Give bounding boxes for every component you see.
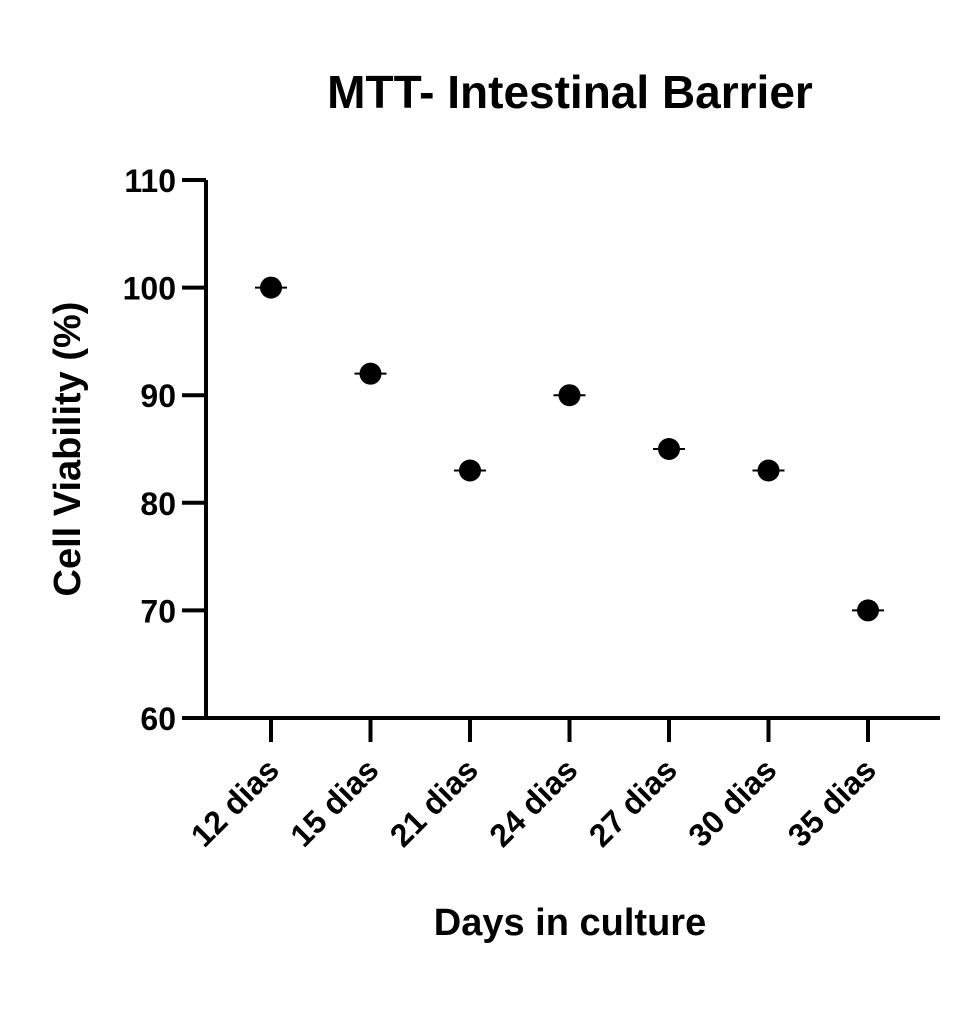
y-tick-label: 80 bbox=[140, 486, 176, 522]
x-tick-label: 35 dias bbox=[781, 751, 883, 853]
y-axis-label: Cell Viability (%) bbox=[47, 302, 89, 597]
x-tick-label: 24 dias bbox=[482, 751, 584, 853]
data-point bbox=[757, 459, 780, 482]
data-point bbox=[359, 362, 382, 385]
data-point bbox=[857, 599, 879, 622]
data-point bbox=[658, 438, 680, 460]
data-point bbox=[260, 276, 282, 299]
y-axis-ticks: 60 70 80 90 100 110 bbox=[123, 163, 206, 737]
data-point bbox=[558, 384, 581, 407]
y-axis: 60 70 80 90 100 110 Cell Viability (%) bbox=[47, 163, 208, 737]
x-tick-label: 15 dias bbox=[283, 751, 385, 853]
y-tick-label: 90 bbox=[140, 378, 176, 414]
data-points bbox=[255, 276, 884, 622]
x-tick-label: 30 dias bbox=[681, 751, 783, 853]
y-tick-label: 100 bbox=[123, 271, 176, 307]
x-tick-label: 27 dias bbox=[582, 751, 684, 853]
y-tick-label: 110 bbox=[124, 163, 176, 199]
y-tick-label: 70 bbox=[140, 593, 176, 629]
x-tick-label: 21 dias bbox=[383, 751, 485, 853]
y-tick-label: 60 bbox=[140, 701, 176, 737]
data-point bbox=[459, 459, 481, 482]
x-axis-label: Days in culture bbox=[434, 902, 706, 944]
x-tick-label: 12 dias bbox=[184, 751, 286, 853]
chart-title: MTT- Intestinal Barrier bbox=[327, 66, 813, 118]
